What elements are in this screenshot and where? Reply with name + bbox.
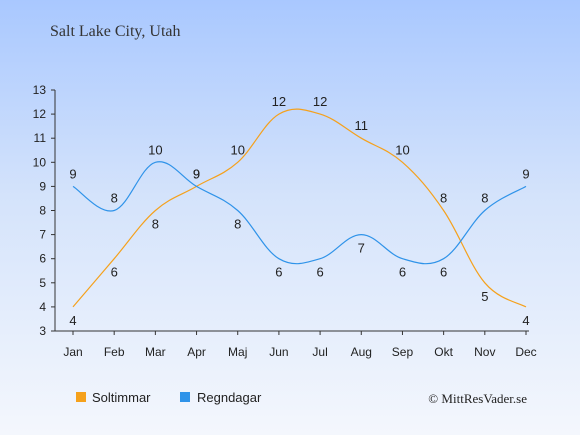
x-tick-label: Dec (515, 345, 536, 359)
data-label-soltimmar: 8 (152, 217, 159, 232)
data-label-soltimmar: 4 (69, 313, 76, 328)
data-label-regndagar: 6 (399, 265, 406, 280)
legend-label-regndagar: Regndagar (197, 390, 262, 405)
x-tick-label: Nov (474, 345, 495, 359)
legend-swatch-soltimmar (76, 392, 86, 402)
y-tick-label: 6 (39, 252, 46, 266)
y-tick-label: 13 (33, 83, 47, 97)
y-tick-label: 5 (39, 276, 46, 290)
data-label-regndagar: 10 (148, 142, 162, 157)
data-label-soltimmar: 12 (313, 94, 327, 109)
data-label-soltimmar: 5 (481, 289, 488, 304)
data-label-regndagar: 9 (522, 166, 529, 181)
axis-lines (54, 90, 529, 332)
axes: 3 4 5 6 7 8 9 10 11 12 13 Jan Feb Mar Apr Maj Jun Jul Aug S… (33, 83, 537, 359)
data-label-regndagar: 8 (111, 191, 118, 206)
y-tick-label: 11 (34, 131, 47, 145)
x-tick-label: Apr (187, 345, 206, 359)
x-tick-label: Jun (269, 345, 288, 359)
y-tick-label: 3 (39, 324, 46, 338)
data-label-soltimmar: 9 (193, 166, 200, 181)
data-label-regndagar: 8 (234, 217, 241, 232)
legend: Soltimmar Regndagar (76, 390, 262, 405)
data-label-soltimmar: 11 (355, 118, 369, 133)
y-tick-label: 8 (39, 204, 46, 218)
series-lines (72, 108, 527, 308)
x-tick-label: Mar (145, 345, 166, 359)
x-tick-label: Jul (312, 345, 327, 359)
legend-swatch-regndagar (180, 392, 190, 402)
data-label-regndagar: 9 (193, 166, 200, 181)
data-label-regndagar: 6 (440, 265, 447, 280)
y-tick-label: 4 (39, 300, 46, 314)
y-tick-label: 7 (39, 228, 46, 242)
y-tick-label: 9 (39, 179, 46, 193)
x-tick-label: Sep (392, 345, 414, 359)
data-label-soltimmar: 6 (111, 265, 118, 280)
chart-title: Salt Lake City, Utah (50, 23, 181, 40)
data-label-regndagar: 6 (275, 265, 282, 280)
data-label-regndagar: 6 (316, 265, 323, 280)
x-tick-label: Jan (63, 345, 82, 359)
data-label-soltimmar: 10 (230, 142, 244, 157)
series-line-regndagar (72, 161, 527, 265)
x-tick-label: Maj (228, 345, 247, 359)
x-tick-label: Aug (351, 345, 372, 359)
data-label-soltimmar: 8 (440, 191, 447, 206)
series-line-soltimmar (72, 108, 527, 308)
data-label-soltimmar: 4 (522, 313, 529, 328)
data-label-regndagar: 8 (481, 191, 488, 206)
x-tick-label: Okt (434, 345, 453, 359)
data-label-soltimmar: 10 (395, 142, 409, 157)
data-label-regndagar: 7 (358, 241, 365, 256)
y-tick-label: 12 (33, 107, 47, 121)
data-label-regndagar: 9 (69, 166, 76, 181)
legend-label-soltimmar: Soltimmar (92, 390, 151, 405)
credit-text[interactable]: © MittResVader.se (428, 391, 527, 406)
y-tick-label: 10 (33, 155, 47, 169)
data-label-soltimmar: 12 (272, 94, 286, 109)
x-tick-label: Feb (104, 345, 125, 359)
